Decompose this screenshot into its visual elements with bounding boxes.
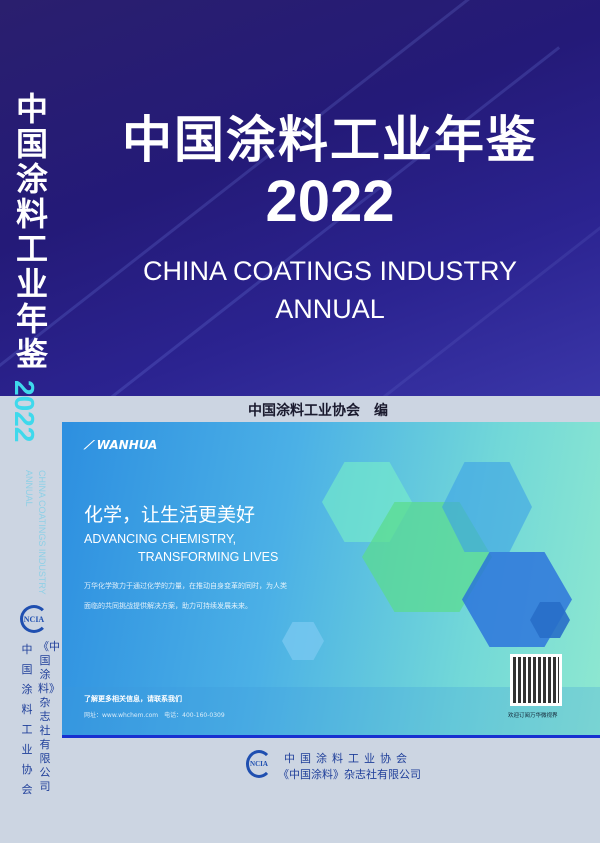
ad-headline: 化学，让生活更美好 <box>84 504 256 526</box>
spine-en-line2: ANNUAL <box>24 470 34 507</box>
spine: 中国涂料工业年鉴 2022 CHINA COATINGS INDUSTRY AN… <box>0 0 62 843</box>
qr-code <box>510 654 562 706</box>
wanhua-logo: ⟋ WANHUA <box>84 438 158 452</box>
cover-title-cn: 中国涂料工业年鉴 <box>122 111 538 169</box>
editor-credit: 中国涂料工业协会 编 <box>248 403 388 419</box>
para-line2: 面临的共同挑战提供解决方案，助力可持续发展未来。 <box>84 602 252 610</box>
spine-title: 中国涂料工业年鉴 <box>15 90 48 373</box>
footer-publisher1: 中国涂料工业协会 <box>284 752 412 765</box>
cover-title-en: CHINA COATINGS INDUSTRY ANNUAL <box>60 252 600 328</box>
wanhua-advertisement: ⟋ WANHUA 化学，让生活更美好 ADVANCING CHEMISTRY, … <box>62 422 600 738</box>
ncia-logo: NCIA <box>20 605 48 633</box>
slogan-line1: ADVANCING CHEMISTRY, <box>84 532 237 546</box>
title-en-line1: CHINA COATINGS INDUSTRY <box>142 256 518 286</box>
shield-hex-icon <box>530 602 570 638</box>
ad-contact-heading: 了解更多相关信息，请联系我们 <box>84 695 182 703</box>
cover-year: 2022 <box>265 169 395 234</box>
qr-caption: 欢迎订阅万华微视界 <box>508 713 558 719</box>
spine-publisher1: 中国涂料工业协会 <box>21 643 33 796</box>
spine-publisher2: 《中国涂料》杂志社有限公司 <box>38 640 60 793</box>
ad-slogan-en: ADVANCING CHEMISTRY, TRANSFORMING LIVES <box>84 530 278 566</box>
spine-year: 2022 <box>9 380 40 443</box>
para-line1: 万华化学致力于通过化学的力量，在推动自身变革的同时，为人类 <box>84 582 287 590</box>
footer-ncia-logo: NCIA <box>246 750 272 778</box>
ad-paragraph: 万华化学致力于通过化学的力量，在推动自身变革的同时，为人类 面临的共同挑战提供解… <box>84 576 287 616</box>
footer-publisher2: 《中国涂料》杂志社有限公司 <box>278 768 421 781</box>
cover-top-panel: 中国涂料工业年鉴 2022 CHINA COATINGS INDUSTRY AN… <box>0 0 600 396</box>
spine-en-line1: CHINA COATINGS INDUSTRY <box>37 470 47 595</box>
spine-title-en: CHINA COATINGS INDUSTRY ANNUAL <box>22 470 48 595</box>
globe-hex-icon <box>282 622 324 660</box>
title-en-line2: ANNUAL <box>275 294 385 324</box>
ad-contact-info: 网址：www.whchem.com 电话：400-160-0309 <box>84 712 225 719</box>
slogan-line2: TRANSFORMING LIVES <box>138 550 279 564</box>
